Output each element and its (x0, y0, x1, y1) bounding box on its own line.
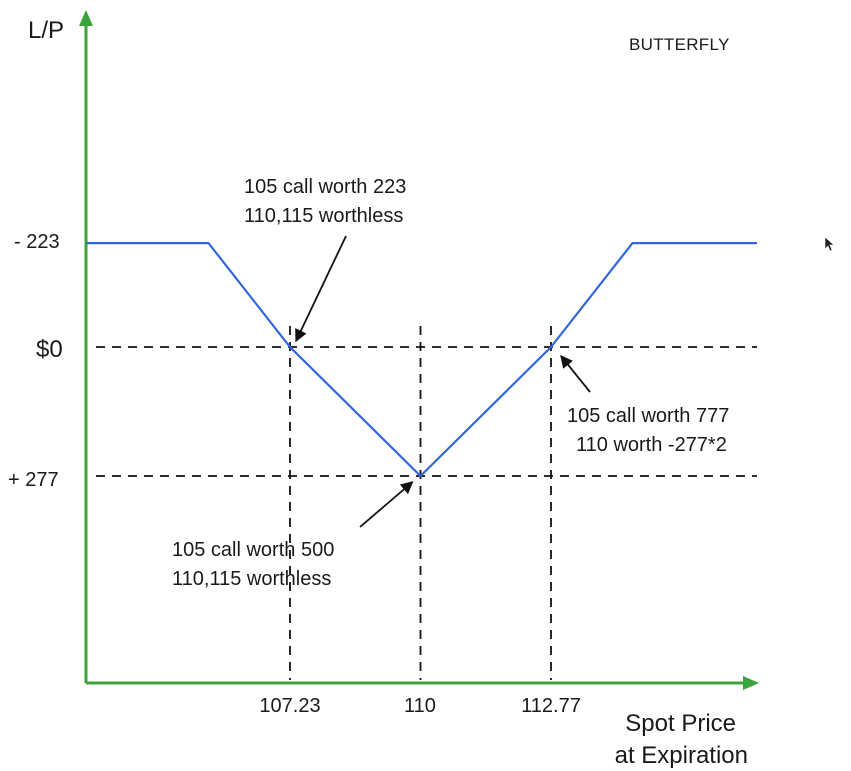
x-tick-label: 112.77 (521, 695, 581, 717)
annotation-right-line2: 110 worth -277*2 (576, 434, 727, 456)
annotation-arrow (359, 481, 414, 528)
x-axis-arrowhead (743, 676, 759, 690)
y-tick-label: + 277 (8, 469, 59, 491)
reference-lines (96, 326, 757, 680)
y-axis-arrowhead (79, 10, 93, 26)
x-tick-label: 110 (404, 695, 436, 717)
annotation-left-line1: 105 call worth 223 (244, 176, 406, 198)
y-tick-label: $0 (36, 336, 63, 363)
x-axis-label-line2: at Expiration (615, 742, 748, 769)
x-tick-label: 107.23 (259, 695, 320, 717)
mouse-cursor-icon (824, 236, 835, 252)
annotation-arrows (295, 235, 591, 528)
annotation-bottom-line2: 110,115 worthless (172, 568, 331, 590)
chart-title: BUTTERFLY (629, 35, 730, 54)
y-axis-label: L/P (28, 17, 64, 44)
series-layer (86, 242, 757, 478)
x-axis-label-line1: Spot Price (625, 710, 736, 737)
y-tick-label: - 223 (14, 231, 60, 253)
axes (79, 10, 759, 690)
annotation-arrow (560, 355, 591, 393)
payoff-line (86, 242, 757, 478)
annotation-bottom-line1: 105 call worth 500 (172, 539, 334, 561)
annotation-right-line1: 105 call worth 777 (567, 405, 729, 427)
annotation-arrow (295, 235, 347, 343)
annotation-left-line2: 110,115 worthless (244, 205, 403, 227)
